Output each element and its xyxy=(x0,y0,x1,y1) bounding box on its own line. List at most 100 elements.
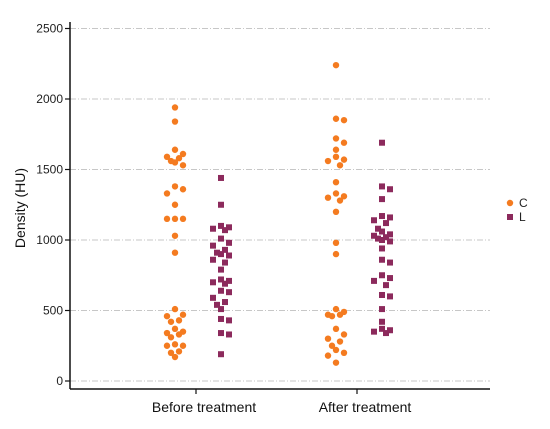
point-c xyxy=(324,335,332,342)
point-l xyxy=(218,251,224,258)
point-l xyxy=(387,327,393,334)
point-c xyxy=(163,312,171,320)
point-c xyxy=(336,311,344,318)
point-l xyxy=(387,275,393,282)
point-l xyxy=(210,279,216,286)
point-c xyxy=(340,349,348,356)
point-c xyxy=(171,118,179,125)
point-c xyxy=(332,190,340,197)
legend-label-l: L xyxy=(519,210,526,224)
point-l xyxy=(222,259,228,266)
legend-marker-c xyxy=(506,199,514,207)
point-c xyxy=(332,135,340,142)
point-c xyxy=(163,153,171,161)
point-c xyxy=(340,139,348,146)
y-axis-title: Density (HU) xyxy=(12,168,28,248)
point-c xyxy=(179,311,187,318)
point-l xyxy=(226,239,232,246)
y-tick-label: 1500 xyxy=(36,163,63,177)
point-l xyxy=(383,330,389,337)
y-tick-label: 2500 xyxy=(36,22,63,36)
point-l xyxy=(210,256,216,263)
point-c xyxy=(332,305,340,313)
point-c xyxy=(171,146,179,153)
point-l xyxy=(383,282,389,289)
point-c xyxy=(179,342,187,349)
point-l xyxy=(226,224,232,231)
y-tick-label: 1000 xyxy=(36,233,63,247)
point-c xyxy=(171,249,179,256)
point-c xyxy=(332,359,340,366)
point-c xyxy=(171,183,179,190)
point-l xyxy=(218,287,224,294)
point-l xyxy=(379,245,385,252)
point-l xyxy=(226,331,232,338)
point-l xyxy=(218,235,224,242)
point-c xyxy=(171,305,179,313)
point-l xyxy=(214,249,220,256)
point-c xyxy=(324,157,332,165)
point-l xyxy=(387,238,393,245)
point-l xyxy=(379,291,385,298)
point-c xyxy=(179,162,187,169)
point-c xyxy=(163,329,171,337)
x-category-label: Before treatment xyxy=(152,399,256,415)
y-axis-ticks: 0 500 1000 1500 2000 2500 xyxy=(36,22,70,388)
point-l xyxy=(387,231,393,238)
point-c xyxy=(336,338,344,345)
point-l xyxy=(387,293,393,300)
point-l xyxy=(379,196,385,203)
y-tick-label: 500 xyxy=(43,304,63,318)
point-c xyxy=(167,334,175,341)
point-c xyxy=(340,331,348,338)
point-l xyxy=(214,301,220,308)
point-l xyxy=(371,328,377,335)
point-c xyxy=(336,197,344,204)
legend: CL xyxy=(506,196,528,224)
point-c xyxy=(163,215,171,223)
data-points xyxy=(163,61,393,366)
point-l xyxy=(222,299,228,306)
axes xyxy=(69,22,490,390)
point-l xyxy=(218,330,224,337)
point-c xyxy=(332,178,340,186)
legend-label-c: C xyxy=(519,196,528,210)
point-l xyxy=(379,256,385,263)
point-l xyxy=(375,225,381,232)
gridlines xyxy=(70,28,490,382)
point-l xyxy=(387,259,393,266)
point-c xyxy=(179,150,187,158)
point-c xyxy=(332,61,340,69)
point-c xyxy=(340,156,348,163)
point-c xyxy=(167,318,175,325)
point-l xyxy=(222,227,228,234)
point-c xyxy=(332,250,340,258)
point-c xyxy=(332,146,340,153)
point-c xyxy=(332,239,340,247)
point-l xyxy=(218,266,224,273)
point-l xyxy=(371,232,377,239)
point-l xyxy=(210,294,216,301)
y-tick-label: 2000 xyxy=(36,92,63,106)
point-l xyxy=(379,237,385,243)
point-l xyxy=(226,317,232,324)
point-l xyxy=(222,246,228,253)
point-c xyxy=(324,352,332,359)
point-c xyxy=(171,159,179,166)
point-c xyxy=(175,317,183,324)
point-l xyxy=(218,201,224,208)
point-l xyxy=(379,183,385,190)
point-l xyxy=(226,277,232,284)
point-c xyxy=(328,312,336,320)
point-l xyxy=(210,225,216,232)
point-l xyxy=(387,186,393,193)
point-l xyxy=(379,213,385,220)
point-c xyxy=(171,104,179,111)
x-axis-categories: Before treatment After treatment xyxy=(152,389,411,415)
point-l xyxy=(210,242,216,249)
point-c xyxy=(175,155,183,162)
point-c xyxy=(171,341,179,348)
point-c xyxy=(328,342,336,349)
point-c xyxy=(332,208,340,215)
